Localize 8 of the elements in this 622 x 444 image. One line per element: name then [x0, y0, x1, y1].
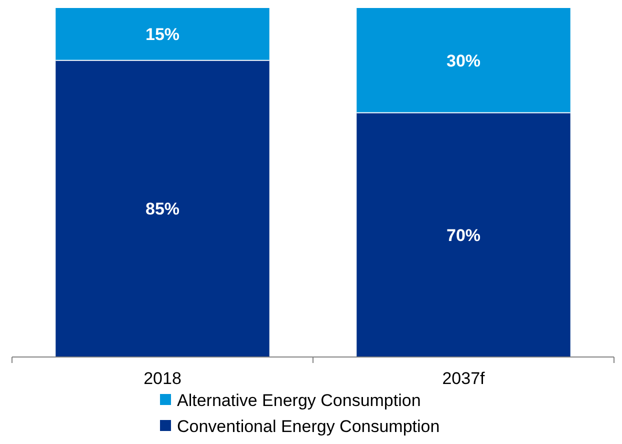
data-label: 30%: [446, 51, 481, 70]
data-label: 85%: [145, 200, 180, 219]
legend-label: Alternative Energy Consumption: [177, 390, 421, 410]
x-tick-label: 2018: [144, 369, 182, 388]
legend-label: Conventional Energy Consumption: [177, 416, 440, 436]
x-tick-label: 2037f: [442, 369, 486, 388]
data-label: 70%: [446, 226, 481, 245]
data-label: 15%: [145, 25, 180, 44]
